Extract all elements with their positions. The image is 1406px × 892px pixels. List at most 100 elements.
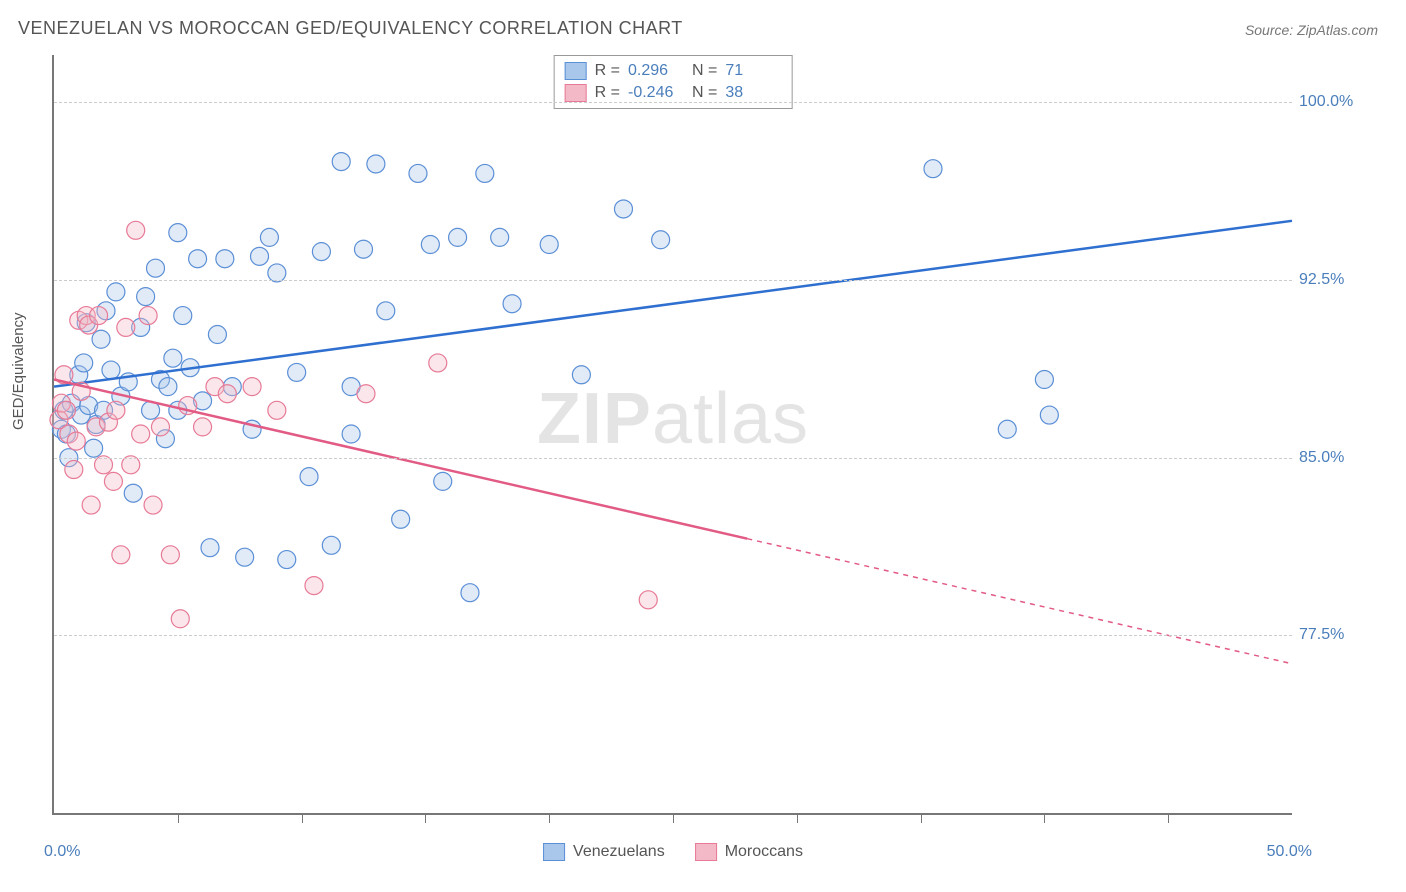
data-point	[151, 418, 169, 436]
data-point	[429, 354, 447, 372]
legend-swatch	[543, 843, 565, 861]
data-point	[75, 354, 93, 372]
legend-n-label: N =	[692, 84, 717, 102]
gridline	[54, 458, 1292, 459]
data-point	[117, 318, 135, 336]
data-point	[127, 221, 145, 239]
data-point	[65, 461, 83, 479]
data-point	[1035, 371, 1053, 389]
data-point	[236, 548, 254, 566]
gridline	[54, 280, 1292, 281]
data-point	[189, 250, 207, 268]
data-point	[137, 288, 155, 306]
series-legend-item: Venezuelans	[543, 843, 665, 861]
data-point	[357, 385, 375, 403]
data-point	[322, 536, 340, 554]
x-tick	[178, 813, 179, 823]
data-point	[367, 155, 385, 173]
data-point	[85, 439, 103, 457]
legend-r-label: R =	[595, 62, 620, 80]
data-point	[194, 418, 212, 436]
data-point	[67, 432, 85, 450]
data-point	[312, 243, 330, 261]
data-point	[218, 385, 236, 403]
x-tick	[673, 813, 674, 823]
data-point	[998, 420, 1016, 438]
x-tick	[1168, 813, 1169, 823]
data-point	[112, 546, 130, 564]
data-point	[332, 153, 350, 171]
x-tick	[302, 813, 303, 823]
legend-row: R = -0.246 N = 38	[565, 82, 782, 104]
x-tick	[425, 813, 426, 823]
data-point	[355, 240, 373, 258]
data-point	[1040, 406, 1058, 424]
data-point	[377, 302, 395, 320]
data-point	[491, 228, 509, 246]
data-point	[57, 401, 75, 419]
source-attribution: Source: ZipAtlas.com	[1245, 22, 1378, 38]
x-tick	[921, 813, 922, 823]
legend-swatch	[565, 84, 587, 102]
data-point	[392, 510, 410, 528]
data-point	[147, 259, 165, 277]
data-point	[300, 468, 318, 486]
data-point	[278, 551, 296, 569]
data-point	[107, 401, 125, 419]
data-point	[614, 200, 632, 218]
legend-swatch	[565, 62, 587, 80]
data-point	[268, 401, 286, 419]
data-point	[342, 425, 360, 443]
data-point	[102, 361, 120, 379]
data-point	[171, 610, 189, 628]
data-point	[260, 228, 278, 246]
legend-n-value: 38	[725, 84, 781, 102]
data-point	[169, 224, 187, 242]
data-point	[503, 295, 521, 313]
x-tick	[1044, 813, 1045, 823]
legend-r-value: -0.246	[628, 84, 684, 102]
y-tick-label: 77.5%	[1299, 626, 1364, 644]
x-axis-min-label: 0.0%	[44, 843, 80, 861]
y-tick-label: 92.5%	[1299, 271, 1364, 289]
legend-row: R =0.296N =71	[565, 60, 782, 82]
data-point	[107, 283, 125, 301]
legend-n-label: N =	[692, 62, 717, 80]
trend-line	[54, 221, 1292, 387]
x-tick	[797, 813, 798, 823]
data-point	[652, 231, 670, 249]
data-point	[639, 591, 657, 609]
gridline	[54, 635, 1292, 636]
legend-n-value: 71	[725, 62, 781, 80]
data-point	[449, 228, 467, 246]
series-legend: Venezuelans Moroccans	[543, 843, 803, 861]
data-point	[572, 366, 590, 384]
x-axis-max-label: 50.0%	[1267, 843, 1312, 861]
data-point	[251, 247, 269, 265]
y-tick-label: 100.0%	[1299, 93, 1364, 111]
data-point	[434, 472, 452, 490]
data-point	[90, 307, 108, 325]
data-point	[124, 484, 142, 502]
data-point	[216, 250, 234, 268]
data-point	[540, 236, 558, 254]
series-legend-label: Venezuelans	[573, 843, 665, 861]
data-point	[174, 307, 192, 325]
data-point	[104, 472, 122, 490]
y-tick-label: 85.0%	[1299, 449, 1364, 467]
data-point	[288, 363, 306, 381]
data-point	[243, 378, 261, 396]
data-point	[305, 577, 323, 595]
chart-title: VENEZUELAN VS MOROCCAN GED/EQUIVALENCY C…	[18, 18, 683, 39]
data-point	[208, 326, 226, 344]
y-axis-label: GED/Equivalency	[10, 312, 27, 430]
chart-container: VENEZUELAN VS MOROCCAN GED/EQUIVALENCY C…	[0, 0, 1406, 892]
chart-svg	[54, 55, 1292, 813]
data-point	[139, 307, 157, 325]
data-point	[461, 584, 479, 602]
data-point	[924, 160, 942, 178]
data-point	[201, 539, 219, 557]
legend-r-label: R =	[595, 84, 620, 102]
data-point	[92, 330, 110, 348]
series-legend-label: Moroccans	[725, 843, 803, 861]
